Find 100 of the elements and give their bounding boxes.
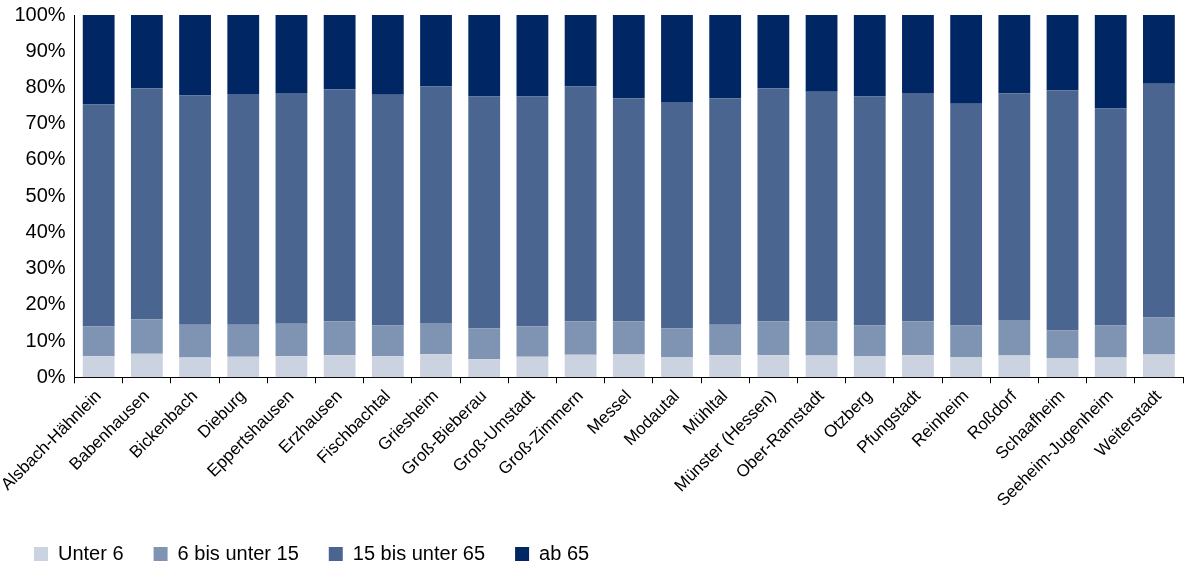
bar xyxy=(468,359,501,378)
bar xyxy=(853,355,886,378)
bar xyxy=(612,15,645,99)
bar xyxy=(371,356,404,378)
y-tick-label: 70% xyxy=(25,111,66,134)
bar xyxy=(179,95,211,325)
bar xyxy=(564,15,597,87)
bar xyxy=(612,354,645,378)
bar xyxy=(805,15,838,92)
legend-label: Unter 6 xyxy=(58,541,124,564)
bar xyxy=(950,325,983,358)
y-tick-label: 80% xyxy=(25,74,66,97)
bar xyxy=(1094,357,1127,378)
bar xyxy=(227,93,260,325)
bar xyxy=(323,321,356,356)
y-tick-label: 0% xyxy=(36,364,66,387)
y-tick-label: 10% xyxy=(25,328,66,351)
bar xyxy=(709,355,742,378)
y-tick-label: 90% xyxy=(25,38,66,61)
bar xyxy=(950,103,983,326)
bar xyxy=(227,324,260,357)
bar xyxy=(130,319,163,354)
bar xyxy=(612,98,645,322)
bar xyxy=(179,357,211,378)
bar xyxy=(805,355,838,378)
bar xyxy=(902,321,934,356)
bar xyxy=(853,15,886,97)
bar xyxy=(130,15,163,89)
bar xyxy=(227,356,260,378)
bar xyxy=(468,15,501,97)
bar xyxy=(82,356,115,378)
bar xyxy=(709,98,742,325)
bar xyxy=(612,321,645,355)
bar xyxy=(516,15,549,97)
bar xyxy=(1094,108,1127,326)
bar xyxy=(516,326,549,357)
bar xyxy=(1046,90,1079,331)
bar xyxy=(323,15,356,90)
bar xyxy=(82,104,115,327)
bar xyxy=(661,357,693,378)
bar xyxy=(661,101,693,329)
bar xyxy=(371,325,404,357)
bar xyxy=(564,321,597,355)
bar xyxy=(323,355,356,378)
bar xyxy=(1143,15,1175,84)
bar xyxy=(661,328,693,358)
y-tick-label: 20% xyxy=(25,292,66,315)
bar xyxy=(805,91,838,322)
bar xyxy=(275,15,308,93)
bar xyxy=(998,355,1031,378)
bar xyxy=(564,354,597,378)
bar xyxy=(853,325,886,356)
bar xyxy=(275,356,308,378)
bar xyxy=(275,92,308,324)
bar xyxy=(757,88,790,322)
bar xyxy=(371,15,404,95)
bar xyxy=(1143,317,1175,355)
bar xyxy=(1094,15,1127,109)
bar xyxy=(1094,325,1127,358)
bar xyxy=(420,354,452,378)
bar xyxy=(757,15,790,89)
bar xyxy=(371,94,404,326)
bar xyxy=(130,88,163,320)
y-tick-label: 50% xyxy=(25,183,66,206)
bar xyxy=(275,323,308,357)
bar xyxy=(902,92,934,322)
bar xyxy=(564,86,597,322)
bar xyxy=(82,15,115,105)
bar xyxy=(709,15,742,99)
y-tick-label: 40% xyxy=(25,219,66,242)
bar xyxy=(661,15,693,102)
bar xyxy=(227,15,260,94)
legend-label: 15 bis unter 65 xyxy=(352,541,486,564)
bar xyxy=(757,355,790,378)
bar xyxy=(902,15,934,93)
bar xyxy=(998,15,1031,94)
bar xyxy=(853,96,886,326)
bar xyxy=(757,321,790,356)
bar xyxy=(1046,15,1079,91)
bar xyxy=(709,324,742,356)
y-tick-label: 100% xyxy=(14,2,66,25)
bar xyxy=(179,324,211,358)
bar xyxy=(468,328,501,360)
bar xyxy=(1143,354,1175,378)
bar xyxy=(1046,330,1079,359)
bar xyxy=(516,96,549,327)
bar xyxy=(998,320,1031,356)
y-tick-label: 60% xyxy=(25,147,66,170)
legend-label: ab 65 xyxy=(539,541,590,564)
bar xyxy=(468,96,501,329)
bar xyxy=(902,355,934,378)
bar xyxy=(323,89,356,322)
bar xyxy=(1046,358,1079,378)
bar xyxy=(1143,83,1175,318)
bar xyxy=(950,357,983,378)
bar xyxy=(516,356,549,378)
bar xyxy=(179,15,211,96)
bar xyxy=(950,15,983,104)
bar xyxy=(998,93,1031,321)
legend-label: 6 bis unter 15 xyxy=(177,541,299,564)
